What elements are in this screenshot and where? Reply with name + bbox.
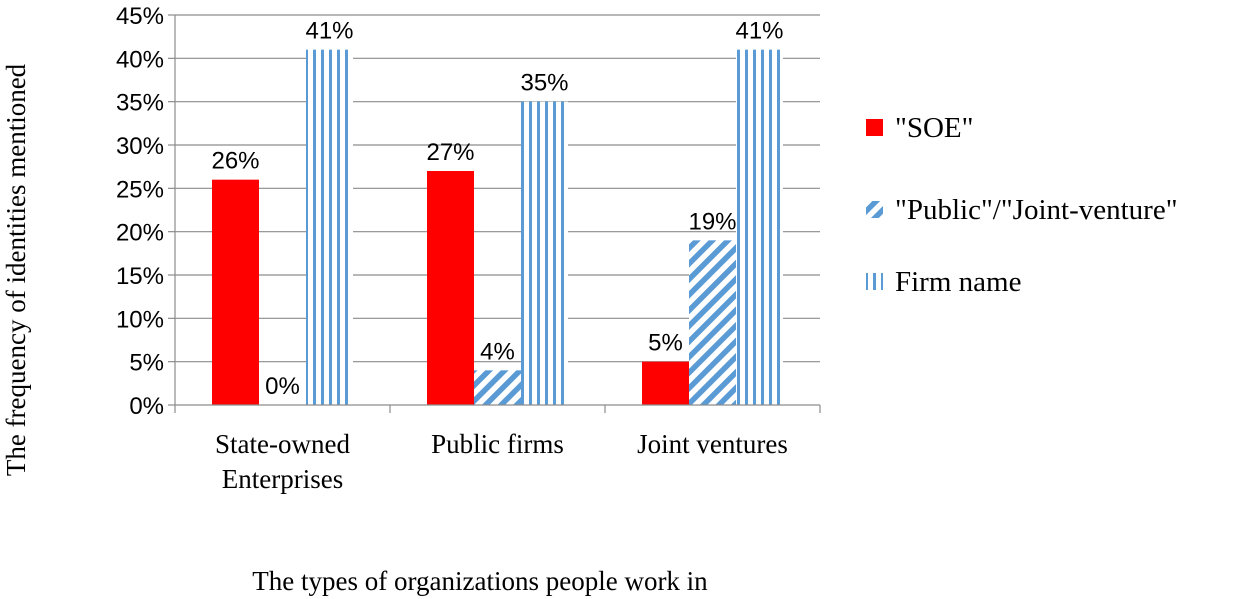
gridlines: [175, 14, 820, 363]
x-category-label: Public firms: [431, 429, 564, 459]
bar: [736, 49, 783, 406]
x-category-label: Joint ventures: [637, 429, 788, 459]
data-label: 0%: [265, 373, 300, 400]
y-tick-label: 25%: [116, 176, 164, 203]
x-axis-title: The types of organizations people work i…: [252, 566, 708, 596]
y-tick-label: 30%: [116, 133, 164, 160]
bar: [521, 101, 568, 406]
bar: [642, 361, 689, 405]
data-label: 26%: [211, 148, 259, 175]
legend-label: Firm name: [895, 266, 1021, 298]
y-tick-label: 0%: [129, 393, 164, 420]
data-label: 19%: [688, 208, 736, 235]
labels: 0% 5% 10% 15% 20% 25% 30% 35% 40% 45% 26% 0% 41% Stat…: [116, 3, 788, 494]
bar: [689, 240, 736, 405]
legend-label: "SOE": [895, 112, 973, 144]
data-label: 41%: [735, 18, 783, 45]
y-tick-label: 35%: [116, 90, 164, 117]
x-category-label: State-owned: [215, 429, 350, 459]
legend-swatch: [866, 119, 883, 136]
bar: [474, 370, 521, 405]
legend-swatch: [866, 201, 883, 218]
y-tick-label: 5%: [129, 350, 164, 377]
data-label: 35%: [520, 70, 568, 97]
bar: [212, 179, 259, 405]
x-category-label: Enterprises: [222, 464, 343, 494]
data-label: 27%: [426, 139, 474, 166]
bars: [212, 49, 783, 406]
legend-swatch: [866, 273, 883, 290]
data-label: 41%: [305, 18, 353, 45]
bar: [427, 171, 474, 405]
y-tick-label: 40%: [116, 46, 164, 73]
y-tick-label: 45%: [116, 3, 164, 30]
data-label: 5%: [648, 330, 683, 357]
bar: [306, 49, 353, 406]
y-tick-label: 10%: [116, 306, 164, 333]
axes: [168, 14, 821, 413]
legend: "SOE" "Public"/"Joint-venture" Firm name: [866, 112, 1178, 298]
y-tick-label: 20%: [116, 220, 164, 247]
legend-label: "Public"/"Joint-venture": [895, 194, 1178, 226]
data-label: 4%: [480, 338, 515, 365]
y-tick-label: 15%: [116, 263, 164, 290]
y-axis-title: The frequency of identities mentioned: [1, 63, 31, 476]
